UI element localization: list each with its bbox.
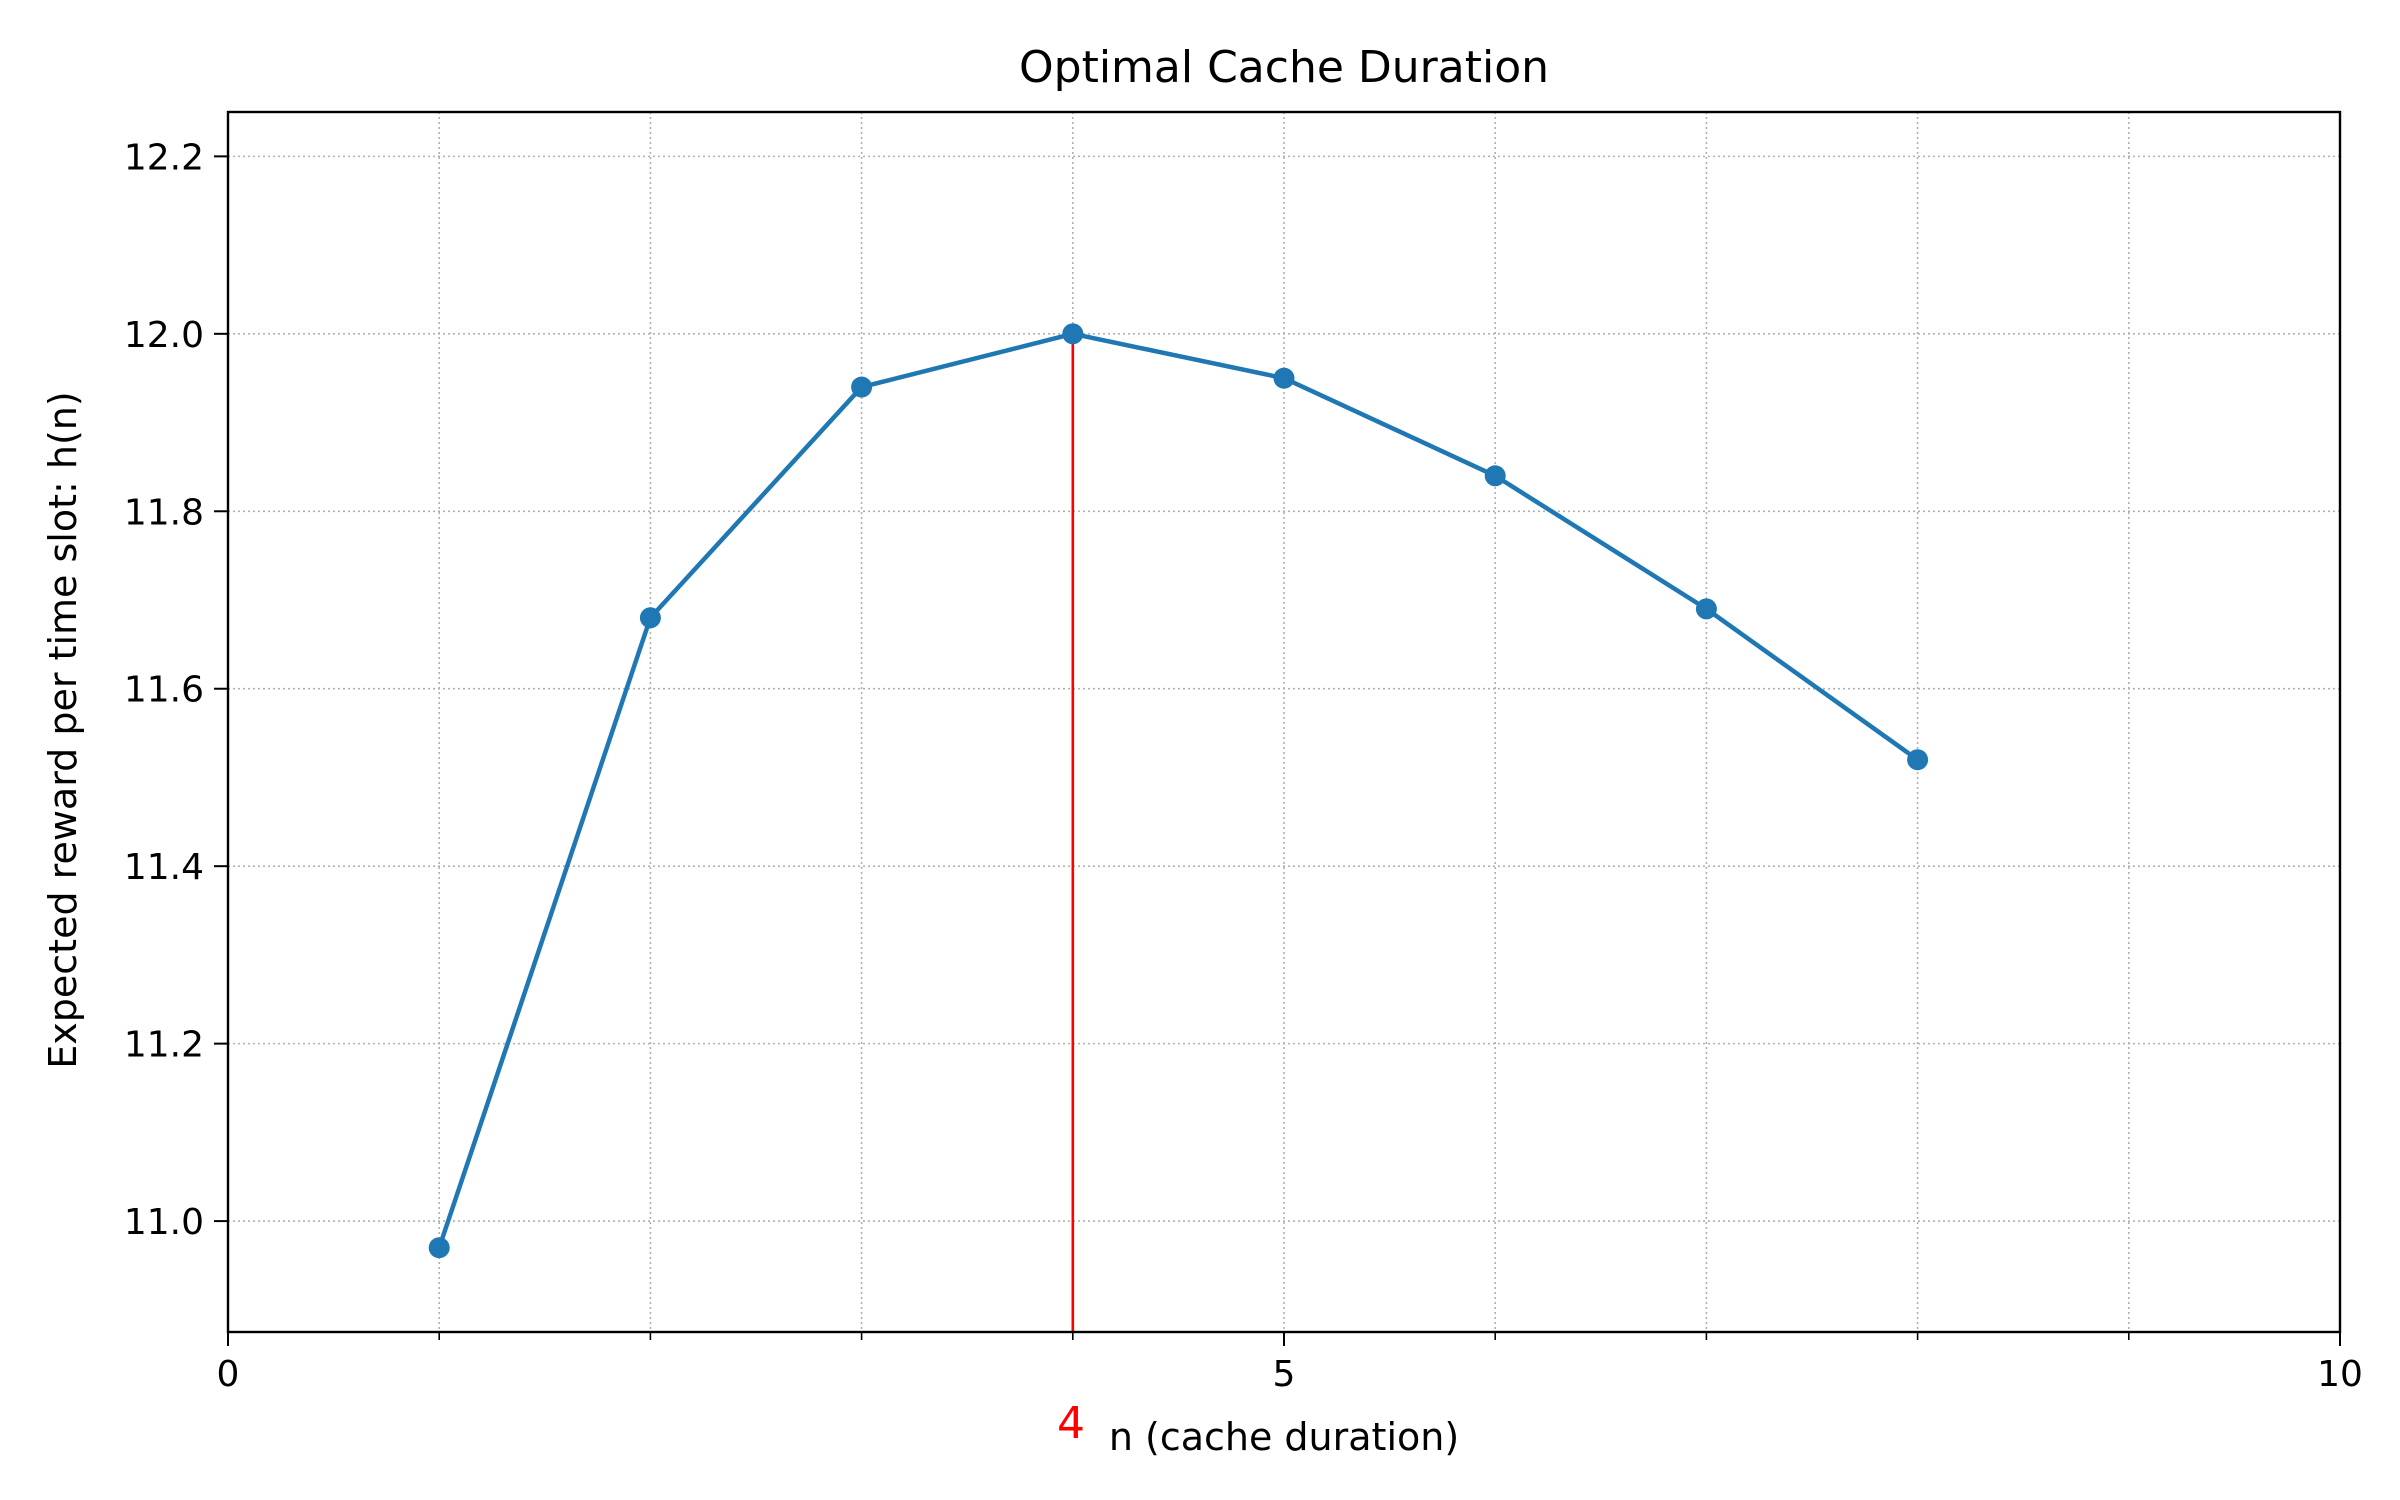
y-tick-label: 12.0 bbox=[124, 315, 204, 356]
data-point bbox=[1907, 749, 1929, 771]
axis-ticks: 0 5 10 11.0 11.2 11.4 11.6 11.8 12.0 12.2 bbox=[124, 137, 2363, 1395]
data-point bbox=[639, 607, 661, 629]
grid-lines bbox=[227, 112, 2341, 1332]
x-tick-label: 10 bbox=[2317, 1354, 2363, 1395]
x-axis-label: n (cache duration) bbox=[1109, 1415, 1459, 1459]
y-axis-label: Expected reward per time slot: h(n) bbox=[41, 391, 85, 1068]
x-tick-label: 0 bbox=[217, 1354, 240, 1395]
y-tick-label: 11.2 bbox=[124, 1025, 204, 1066]
y-tick-label: 12.2 bbox=[124, 137, 204, 178]
data-point bbox=[1062, 323, 1084, 345]
data-point bbox=[1484, 465, 1506, 487]
data-point bbox=[1273, 367, 1295, 389]
data-point bbox=[851, 376, 873, 398]
series-layer bbox=[428, 323, 1929, 1259]
y-tick-label: 11.8 bbox=[124, 492, 204, 533]
y-tick-label: 11.6 bbox=[124, 670, 204, 711]
data-point bbox=[1695, 598, 1717, 620]
optimal-n-label: 4 bbox=[1057, 1398, 1085, 1449]
data-point bbox=[428, 1237, 450, 1259]
series-line bbox=[437, 331, 1919, 1249]
x-tick-label: 5 bbox=[1273, 1354, 1296, 1395]
y-tick-label: 11.4 bbox=[124, 847, 204, 888]
chart-title: Optimal Cache Duration bbox=[1019, 42, 1549, 93]
y-tick-label: 11.0 bbox=[124, 1202, 204, 1243]
